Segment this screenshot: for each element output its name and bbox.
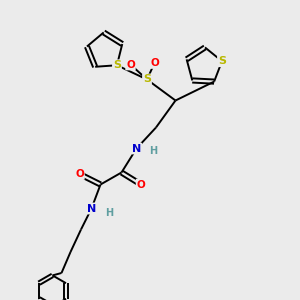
Text: O: O [75,169,84,179]
Text: O: O [136,179,146,190]
Text: S: S [218,56,226,66]
Text: H: H [105,208,114,218]
Text: S: S [113,60,121,70]
Text: S: S [143,74,151,85]
Text: O: O [150,58,159,68]
Text: N: N [87,203,96,214]
Text: H: H [149,146,157,157]
Text: O: O [126,59,135,70]
Text: N: N [132,143,141,154]
